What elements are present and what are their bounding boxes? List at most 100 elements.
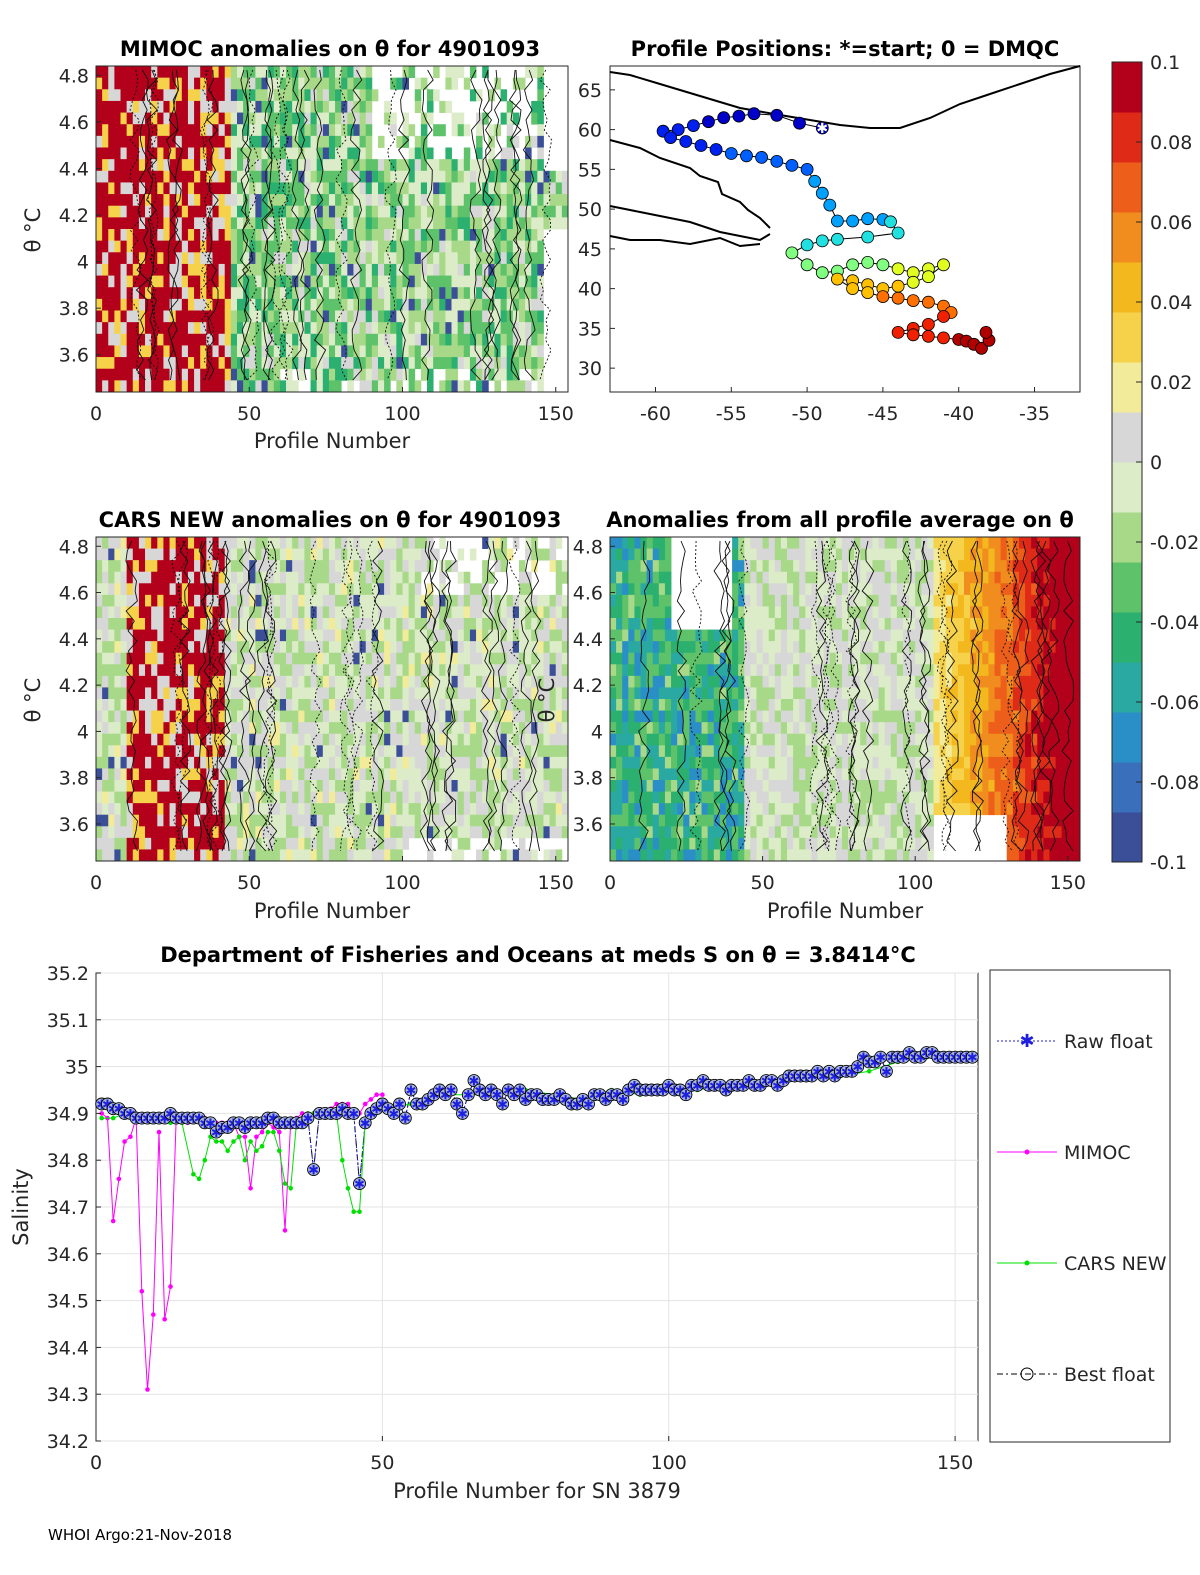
heatmap-cell xyxy=(114,652,121,665)
heatmap-cell xyxy=(114,849,121,862)
heatmap-cell xyxy=(420,618,428,630)
heatmap-cell xyxy=(402,780,410,792)
heatmap-cell xyxy=(322,629,330,642)
heatmap-cell xyxy=(255,849,262,862)
contour-line xyxy=(343,540,357,852)
heatmap-cell xyxy=(273,194,281,207)
colorbar-tick-label: 0.04 xyxy=(1150,292,1192,314)
heatmap-cell xyxy=(427,849,434,862)
heatmap-cell xyxy=(120,606,128,619)
heatmap-cell xyxy=(194,89,201,102)
heatmap-cell xyxy=(488,733,495,746)
heatmap-cell xyxy=(96,368,103,381)
heatmap-cell xyxy=(646,687,654,700)
heatmap-cell xyxy=(292,66,299,79)
heatmap-cell xyxy=(756,745,763,758)
heatmap-cell xyxy=(652,675,660,688)
heatmap-cell xyxy=(194,791,201,804)
heatmap-cell xyxy=(102,675,109,688)
heatmap-cell xyxy=(206,298,213,311)
heatmap-cell xyxy=(377,675,385,688)
heatmap-cell xyxy=(255,240,262,253)
heatmap-cell xyxy=(525,583,532,596)
heatmap-cell xyxy=(518,322,526,335)
heatmap-cell xyxy=(463,357,471,370)
heatmap-cell xyxy=(433,298,440,311)
heatmap-cell xyxy=(335,594,342,607)
heatmap-cell xyxy=(96,205,103,218)
heatmap-cell xyxy=(341,849,348,862)
heatmap-cell xyxy=(243,826,250,839)
heatmap-cell xyxy=(96,629,103,642)
heatmap-cell xyxy=(738,710,745,723)
heatmap-cell xyxy=(500,849,508,862)
heatmap-cell xyxy=(518,803,526,816)
heatmap-cell xyxy=(341,240,348,253)
heatmap-cell xyxy=(120,710,128,723)
heatmap-cell xyxy=(163,229,170,242)
heatmap-cell xyxy=(543,699,551,711)
heatmap-cell xyxy=(236,548,244,561)
heatmap-cell xyxy=(610,583,617,596)
heatmap-cell xyxy=(622,583,629,596)
heatmap-cell xyxy=(310,298,318,311)
heatmap-cell xyxy=(427,205,434,218)
heatmap-cell xyxy=(163,135,170,148)
heatmap-cell xyxy=(169,263,177,276)
heatmap-cell xyxy=(780,837,788,850)
heatmap-cell xyxy=(138,368,146,381)
heatmap-cell xyxy=(328,571,336,584)
heatmap-cell xyxy=(414,652,422,665)
contour-line xyxy=(240,69,253,381)
colorbar-tick-label: 0.08 xyxy=(1150,132,1192,154)
heatmap-cell xyxy=(102,594,109,607)
heatmap-cell xyxy=(96,606,103,619)
heatmap-cell xyxy=(96,560,103,573)
heatmap-cell xyxy=(408,287,416,300)
heatmap-cell xyxy=(347,240,354,253)
heatmap-cell xyxy=(488,675,495,688)
heatmap-cell xyxy=(151,147,158,160)
heatmap-cell xyxy=(194,826,201,839)
heatmap-cell xyxy=(518,849,526,862)
heatmap-cell xyxy=(96,170,103,183)
heatmap-cell xyxy=(561,182,569,195)
heatmap-cell xyxy=(108,368,115,381)
heatmap-cell xyxy=(341,112,348,125)
heatmap-cell xyxy=(292,263,299,276)
heatmap-cell xyxy=(96,275,103,288)
heatmap-cell xyxy=(664,606,672,619)
heatmap-cell xyxy=(640,594,648,607)
heatmap-cell xyxy=(194,606,201,619)
heatmap-cell xyxy=(768,826,776,839)
heatmap-cell xyxy=(163,159,170,172)
heatmap-cell xyxy=(267,368,275,381)
heatmap-cell xyxy=(328,699,336,711)
heatmap-cell xyxy=(267,537,275,549)
heatmap-cell xyxy=(561,722,569,735)
heatmap-cell xyxy=(402,710,410,723)
heatmap-cell xyxy=(365,135,373,148)
heatmap-cell xyxy=(738,606,745,619)
heatmap-cell xyxy=(102,606,109,619)
heatmap-cell xyxy=(482,252,489,265)
heatmap-cell xyxy=(732,548,739,561)
heatmap-cell xyxy=(298,826,305,839)
heatmap-cell xyxy=(187,112,195,125)
heatmap-cell xyxy=(445,641,452,654)
heatmap-cell xyxy=(768,618,776,630)
heatmap-cell xyxy=(194,77,201,90)
heatmap-cell xyxy=(628,618,635,630)
heatmap-cell xyxy=(738,699,745,711)
heatmap-cell xyxy=(628,537,635,549)
heatmap-cell xyxy=(750,537,757,549)
heatmap-cell xyxy=(402,826,410,839)
heatmap-cell xyxy=(236,229,244,242)
heatmap-cell xyxy=(384,756,391,769)
heatmap-cell xyxy=(359,583,367,596)
heatmap-cell xyxy=(292,345,299,358)
heatmap-cell xyxy=(138,537,146,549)
heatmap-cell xyxy=(243,641,250,654)
heatmap-cell xyxy=(169,205,177,218)
heatmap-cell xyxy=(163,345,170,358)
